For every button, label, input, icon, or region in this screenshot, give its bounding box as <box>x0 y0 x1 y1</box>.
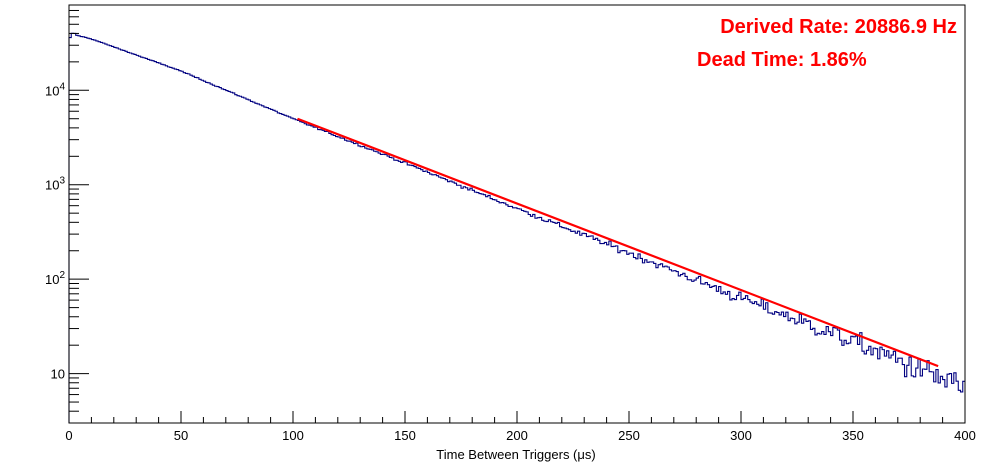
y-tick-label: 103 <box>45 176 65 193</box>
axes <box>68 4 966 424</box>
histogram-line <box>68 32 965 423</box>
y-tick-label: 104 <box>45 81 65 98</box>
x-tick-label: 150 <box>394 428 416 443</box>
x-tick-label: 400 <box>954 428 976 443</box>
y-tick-label: 102 <box>45 270 65 287</box>
y-tick-label: 10 <box>51 367 65 382</box>
x-tick-label: 0 <box>65 428 72 443</box>
x-tick-label: 200 <box>506 428 528 443</box>
x-tick-label: 100 <box>282 428 304 443</box>
x-axis-title: Time Between Triggers (μs) <box>436 447 595 462</box>
x-tick-label: 350 <box>842 428 864 443</box>
derived-rate-annotation: Derived Rate: 20886.9 Hz <box>720 16 957 38</box>
fit-curve <box>297 117 939 368</box>
x-tick-label: 250 <box>618 428 640 443</box>
x-tick-label: 300 <box>730 428 752 443</box>
fit-line <box>297 117 939 368</box>
x-tick-label: 50 <box>174 428 188 443</box>
tick-labels: 0 50 100 150 200 250 300 350 400 10 102 103 104 <box>45 81 976 443</box>
histogram <box>68 32 965 423</box>
dead-time-annotation: Dead Time: 1.86% <box>697 49 867 71</box>
